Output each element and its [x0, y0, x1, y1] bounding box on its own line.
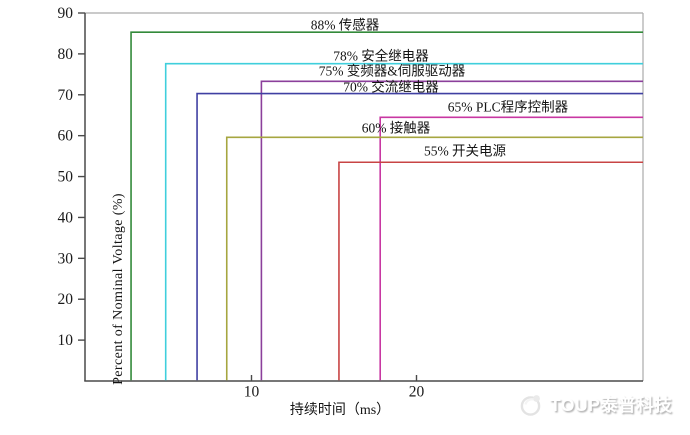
y-tick-label: 70: [58, 87, 74, 104]
series-label-2: 78% 安全继电器: [333, 48, 429, 64]
y-tick-label: 60: [58, 128, 74, 145]
series-label-4: 70% 交流继电器: [343, 79, 439, 95]
y-tick-label: 90: [58, 5, 74, 22]
series-line-7: [338, 161, 643, 381]
brand-watermark-text: TOUP泰普科技: [550, 395, 673, 415]
x-tick-label: 10: [244, 384, 260, 401]
x-tick-label: 20: [409, 384, 425, 401]
y-tick-label: 20: [58, 291, 74, 308]
brand-logo-icon: [520, 395, 541, 416]
series-label-1: 88% 传感器: [311, 17, 380, 33]
series-label-7: 55% 开关电源: [424, 144, 507, 159]
series-label-5: 65% PLC程序控制器: [448, 100, 569, 115]
series-line-2: [164, 62, 643, 381]
series-line-6: [225, 136, 643, 381]
x-axis-title: 持续时间（ms）: [289, 403, 391, 418]
series-label-6: 60% 接触器: [362, 120, 431, 136]
series-line-1: [130, 31, 643, 381]
y-tick-label: 50: [58, 169, 74, 186]
y-tick-label: 80: [58, 46, 74, 63]
y-tick-label: 30: [58, 250, 74, 267]
brand-watermark: TOUP泰普科技: [518, 391, 672, 418]
series-line-3: [260, 80, 643, 381]
y-tick-label: 10: [58, 332, 74, 349]
series-line-5: [379, 116, 643, 381]
series-label-3: 75% 变频器&伺服驱动器: [319, 64, 466, 79]
series-line-4: [196, 92, 643, 381]
y-axis-title: Percent of Nominal Voltage (%): [110, 193, 126, 385]
y-tick-label: 40: [58, 209, 74, 226]
